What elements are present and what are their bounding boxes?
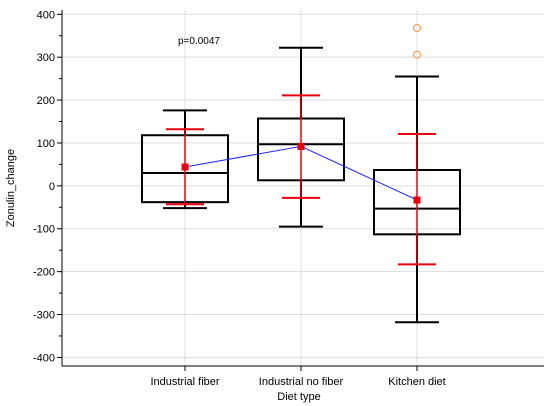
mean-marker: [297, 142, 305, 150]
x-axis-title: Diet type: [277, 391, 320, 403]
y-tick-label: -300: [33, 310, 55, 322]
y-tick-label: -400: [33, 352, 55, 364]
grid-lines: [62, 10, 544, 366]
x-tick-label: Industrial fiber: [150, 376, 219, 388]
mean-marker: [181, 163, 189, 171]
y-tick-label: 0: [49, 181, 55, 193]
y-tick-label: 300: [37, 52, 55, 64]
chart-marks: [141, 23, 461, 324]
x-tick-label: Kitchen diet: [388, 376, 445, 388]
p-value-annotation: p=0.0047: [178, 36, 220, 47]
y-tick-label: -200: [33, 267, 55, 279]
outlier-point: [412, 23, 422, 33]
y-tick-label: 200: [37, 95, 55, 107]
mean-marker: [413, 196, 421, 204]
y-tick-label: 400: [37, 9, 55, 21]
y-axis-title: Zonulin_change: [5, 149, 17, 227]
outlier-point: [412, 50, 422, 59]
x-tick-label: Industrial no fiber: [259, 376, 344, 388]
y-tick-label: 100: [37, 138, 55, 150]
y-tick-label: -100: [33, 224, 55, 236]
axes: -400 -300 -200 -100 0 100 200 300 400 Industrial …: [33, 9, 544, 388]
